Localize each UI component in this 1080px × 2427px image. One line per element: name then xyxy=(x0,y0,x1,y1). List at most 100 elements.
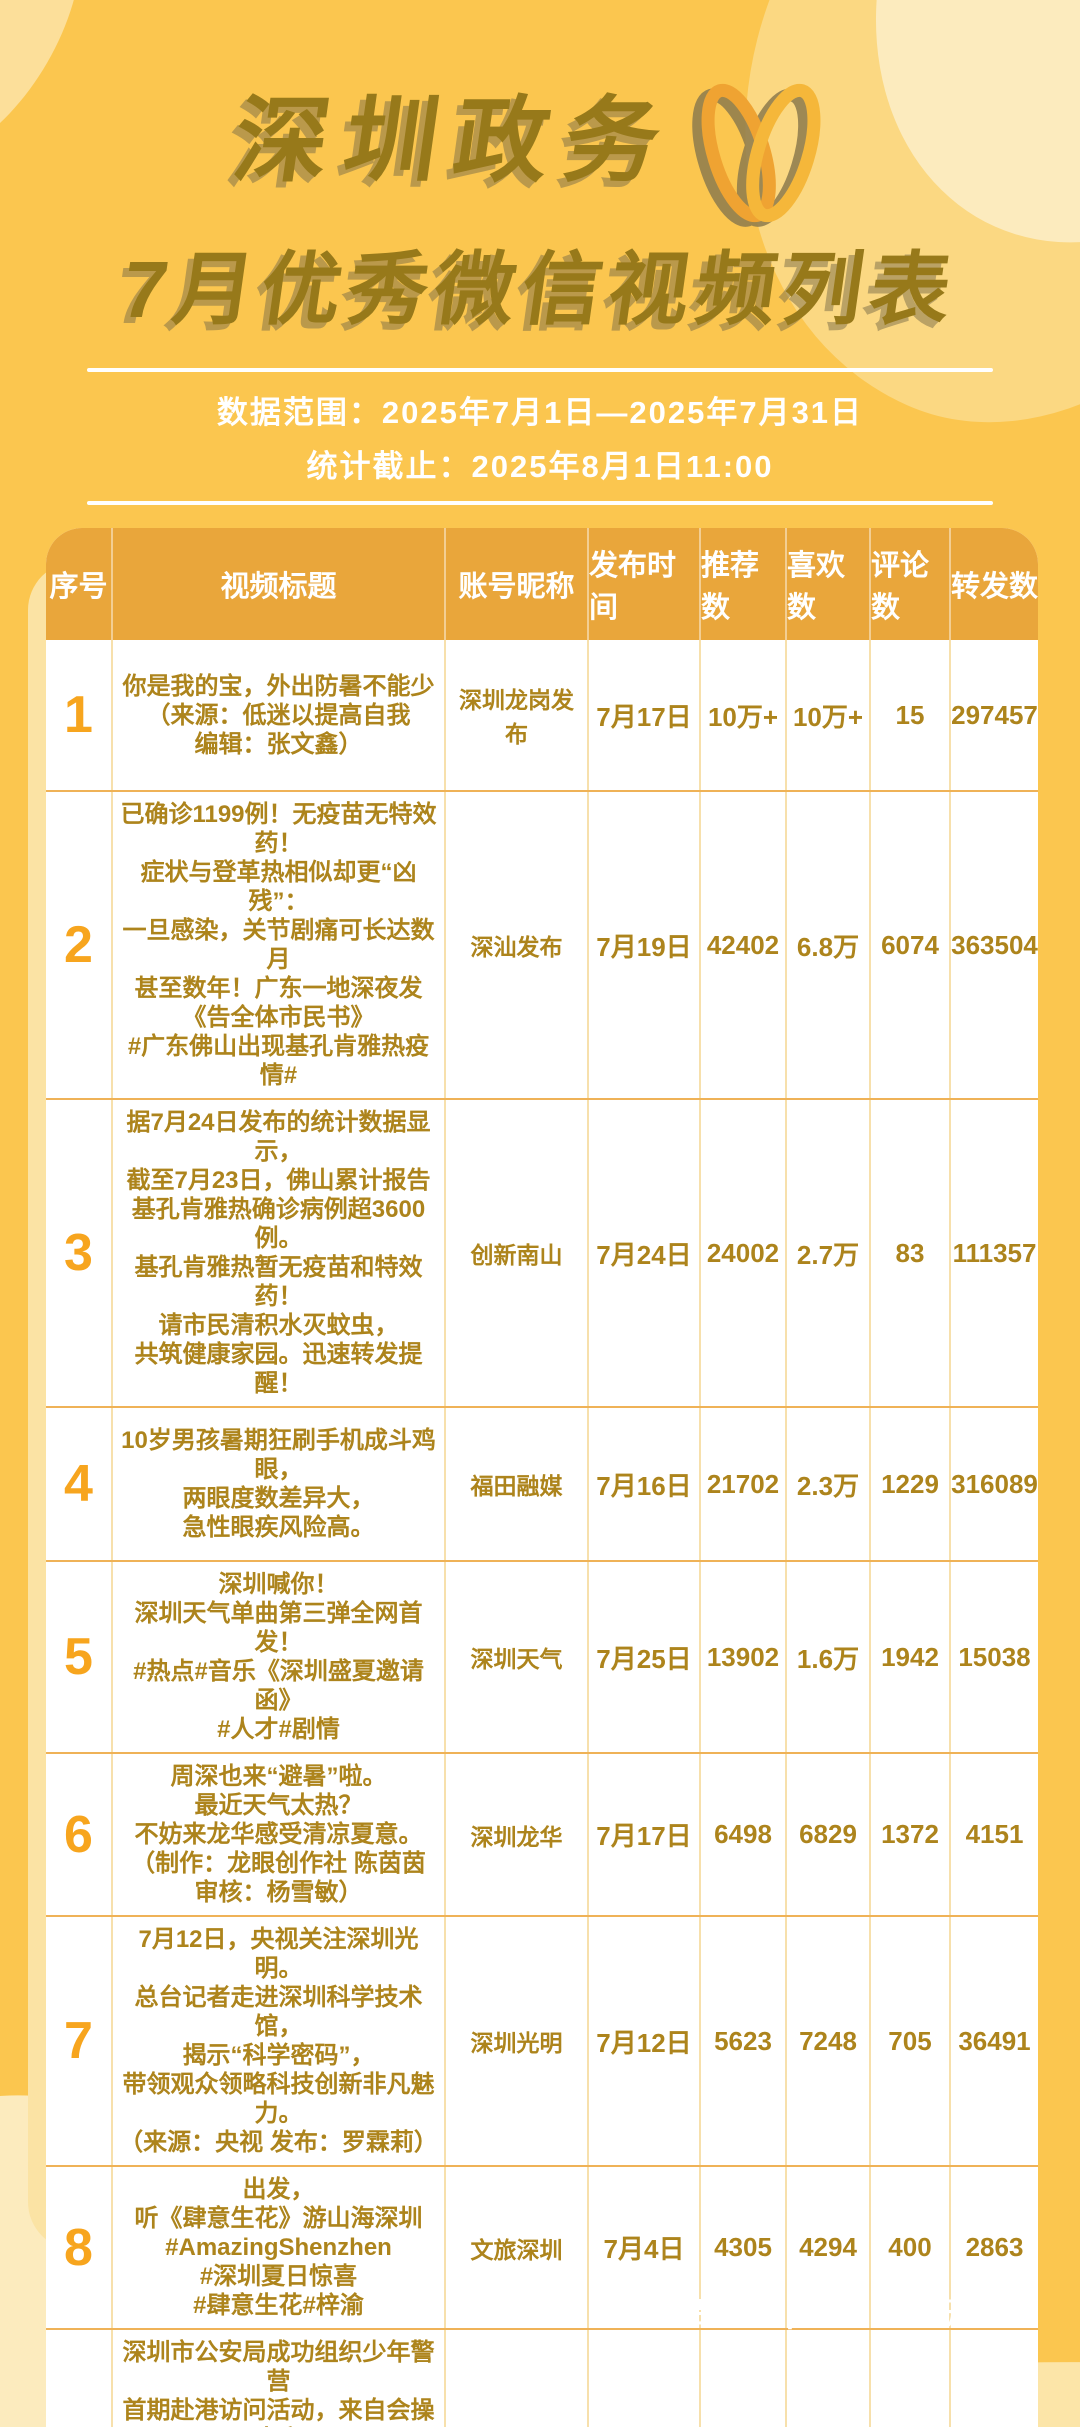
recommend-count: 5623 xyxy=(701,1917,787,2165)
table-row: 3 据7月24日发布的统计数据显示， 截至7月23日，佛山累计报告 基孔肯雅热确… xyxy=(46,1098,1038,1406)
recommend-count: 13902 xyxy=(701,1562,787,1752)
video-title: 周深也来“避暑”啦。 最近天气太热？ 不妨来龙华感受清凉夏意。 （制作：龙眼创作… xyxy=(113,1754,446,1915)
comment-count: 83 xyxy=(871,1100,951,1406)
recommend-count: 42402 xyxy=(701,792,787,1098)
publish-date: 7月12日 xyxy=(589,1917,701,2165)
recommend-count: 10万+ xyxy=(701,640,787,790)
recommend-count: 4036 xyxy=(701,2330,787,2427)
share-count: 15038 xyxy=(958,1641,1031,1672)
like-count: 2.3万 xyxy=(787,1408,871,1560)
account-name: 创新南山 xyxy=(446,1100,589,1406)
footer: 出品单位 | 深圳舆情研究院 xyxy=(647,2290,1032,2332)
rank-number: 8 xyxy=(46,2167,113,2328)
like-count: 2.7万 xyxy=(787,1100,871,1406)
publish-date: 7月25日 xyxy=(589,1562,701,1752)
comment-count: 1372 xyxy=(871,1754,951,1915)
stats-cutoff-text: 统计截止：2025年8月1日11:00 xyxy=(306,449,774,484)
producer-credit: 出品单位 | 深圳舆情研究院 xyxy=(646,2298,1032,2330)
share-count: 718 xyxy=(951,2330,1038,2427)
recommend-count: 21702 xyxy=(701,1408,787,1560)
date-range-text: 数据范围：2025年7月1日—2025年7月31日 xyxy=(216,395,864,430)
share-count: 363504 xyxy=(951,929,1038,960)
header: 深圳政务 7月优秀微信视频列表 数据范围：2025年7月1日—2025年7月31… xyxy=(0,0,1080,505)
date-panel: 数据范围：2025年7月1日—2025年7月31日 统计截止：2025年8月1日… xyxy=(0,368,1080,505)
recommend-count: 24002 xyxy=(701,1100,787,1406)
like-count: 1.6万 xyxy=(787,1562,871,1752)
video-title: 你是我的宝，外出防暑不能少 （来源：低迷以提高自我 编辑：张文鑫） xyxy=(113,640,446,790)
column-header-recommends: 推荐数 xyxy=(701,528,787,640)
divider-line-bottom xyxy=(87,501,993,505)
table-row: 9 深圳市公安局成功组织少年警营 首期赴港访问活动，来自会操大赛 获奖队伍的87… xyxy=(46,2328,1038,2427)
table-body: 1 你是我的宝，外出防暑不能少 （来源：低迷以提高自我 编辑：张文鑫） 深圳龙岗… xyxy=(46,640,1038,2427)
video-title: 深圳市公安局成功组织少年警营 首期赴港访问活动，来自会操大赛 获奖队伍的87名少… xyxy=(113,2330,446,2427)
video-title: 10岁男孩暑期狂刷手机成斗鸡眼， 两眼度数差异大， 急性眼疾风险高。 xyxy=(113,1408,446,1560)
column-header-comments: 评论数 xyxy=(871,528,951,640)
publish-date: 7月4日 xyxy=(589,2167,701,2328)
rank-number: 3 xyxy=(46,1100,113,1406)
table-row: 7 7月12日，央视关注深圳光明。 总台记者走进深圳科学技术馆， 揭示“科学密码… xyxy=(46,1915,1038,2165)
account-name: 深圳龙岗发布 xyxy=(446,640,589,790)
table-row: 5 深圳喊你！ 深圳天气单曲第三弹全网首发！ #热点#音乐《深圳盛夏邀请函》 #… xyxy=(46,1560,1038,1752)
wechat-channels-icon xyxy=(692,83,821,227)
table-row: 8 出发， 听《肆意生花》游山海深圳 #AmazingShenzhen #深圳夏… xyxy=(46,2165,1038,2328)
video-title: 据7月24日发布的统计数据显示， 截至7月23日，佛山累计报告 基孔肯雅热确诊病… xyxy=(113,1100,446,1406)
rank-number: 5 xyxy=(46,1562,113,1752)
rank-number: 6 xyxy=(46,1754,113,1915)
comment-count: 400 xyxy=(871,2167,951,2328)
account-name: 深圳光明 xyxy=(446,1917,589,2165)
video-title: 出发， 听《肆意生花》游山海深圳 #AmazingShenzhen #深圳夏日惊… xyxy=(113,2167,446,2328)
recommend-count: 4305 xyxy=(701,2167,787,2328)
share-count: 2863 xyxy=(965,2232,1024,2262)
publish-date: 7月17日 xyxy=(589,1754,701,1915)
like-count: 6345 xyxy=(787,2330,871,2427)
table-row: 4 10岁男孩暑期狂刷手机成斗鸡眼， 两眼度数差异大， 急性眼疾风险高。 福田融… xyxy=(46,1406,1038,1560)
column-header-likes: 喜欢数 xyxy=(787,528,871,640)
like-count: 4294 xyxy=(787,2167,871,2328)
rank-number: 7 xyxy=(46,1917,113,2165)
recommend-count: 6498 xyxy=(701,1754,787,1915)
comment-count: 1942 xyxy=(871,1562,951,1752)
like-count: 10万+ xyxy=(787,640,871,790)
share-count: 316089 xyxy=(951,1468,1038,1499)
column-header-date: 发布时间 xyxy=(589,528,701,640)
share-count: 4151 xyxy=(965,1819,1024,1849)
publish-date: 7月20日 xyxy=(589,2330,701,2427)
like-count: 6829 xyxy=(787,1754,871,1915)
share-count: 297457 xyxy=(951,699,1038,730)
column-header-rank: 序号 xyxy=(46,528,113,640)
comment-count: 705 xyxy=(871,1917,951,2165)
table-row: 2 已确诊1199例！无疫苗无特效药！ 症状与登革热相似却更“凶残”： 一旦感染… xyxy=(46,790,1038,1098)
comment-count: 51 xyxy=(871,2330,951,2427)
table-row: 6 周深也来“避暑”啦。 最近天气太热？ 不妨来龙华感受清凉夏意。 （制作：龙眼… xyxy=(46,1752,1038,1915)
account-name: 深汕发布 xyxy=(446,792,589,1098)
rank-number: 9 xyxy=(46,2330,113,2427)
publish-date: 7月17日 xyxy=(589,640,701,790)
video-title: 已确诊1199例！无疫苗无特效药！ 症状与登革热相似却更“凶残”： 一旦感染，关… xyxy=(113,792,446,1098)
publish-date: 7月24日 xyxy=(589,1100,701,1406)
divider-line-top xyxy=(87,368,993,372)
account-name: 深圳公安 xyxy=(446,2330,589,2427)
video-title: 7月12日，央视关注深圳光明。 总台记者走进深圳科学技术馆， 揭示“科学密码”，… xyxy=(113,1917,446,2165)
page-title: 深圳政务 xyxy=(227,88,683,193)
column-header-title: 视频标题 xyxy=(113,528,446,640)
table-header-row: 序号 视频标题 账号昵称 发布时间 推荐数 喜欢数 评论数 转发数 xyxy=(46,528,1038,640)
rank-number: 4 xyxy=(46,1408,113,1560)
page-subtitle: 7月优秀微信视频列表 xyxy=(116,245,964,334)
comment-count: 6074 xyxy=(871,792,951,1098)
account-name: 福田融媒 xyxy=(446,1408,589,1560)
comment-count: 1229 xyxy=(871,1408,951,1560)
table-row: 1 你是我的宝，外出防暑不能少 （来源：低迷以提高自我 编辑：张文鑫） 深圳龙岗… xyxy=(46,640,1038,790)
account-name: 文旅深圳 xyxy=(446,2167,589,2328)
comment-count: 15 xyxy=(871,640,951,790)
share-count: 36491 xyxy=(958,2025,1031,2056)
column-header-account: 账号昵称 xyxy=(446,528,589,640)
video-title: 深圳喊你！ 深圳天气单曲第三弹全网首发！ #热点#音乐《深圳盛夏邀请函》 #人才… xyxy=(113,1562,446,1752)
rank-number: 2 xyxy=(46,792,113,1098)
like-count: 6.8万 xyxy=(787,792,871,1098)
like-count: 7248 xyxy=(787,1917,871,2165)
video-table-panel: 序号 视频标题 账号昵称 发布时间 推荐数 喜欢数 评论数 转发数 1 你是我的… xyxy=(46,528,1038,2427)
account-name: 深圳天气 xyxy=(446,1562,589,1752)
account-name: 深圳龙华 xyxy=(446,1754,589,1915)
column-header-shares: 转发数 xyxy=(951,571,1038,603)
